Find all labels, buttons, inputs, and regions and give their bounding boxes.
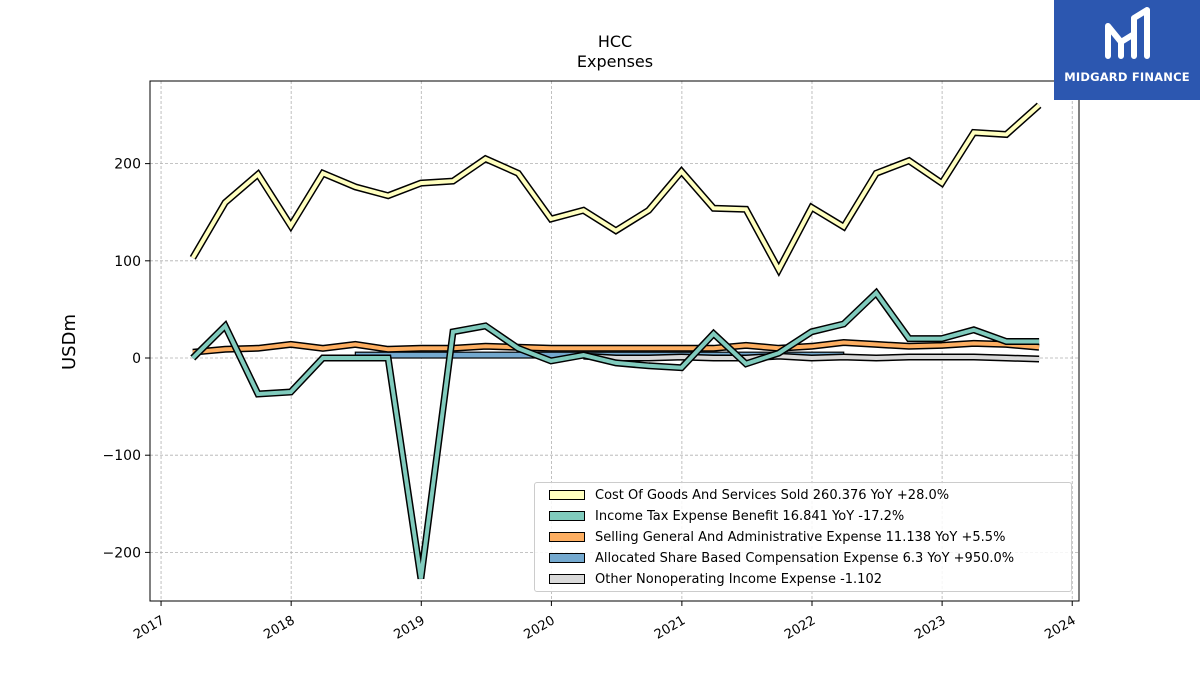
legend-label-share-comp: Allocated Share Based Compensation Expen… <box>595 550 1015 566</box>
legend-label-other-nonop: Other Nonoperating Income Expense -1.102 <box>595 571 882 587</box>
legend-item-share-comp: Allocated Share Based Compensation Expen… <box>549 548 1014 568</box>
legend-label-sga: Selling General And Administrative Expen… <box>595 529 1006 545</box>
x-tick-label: 2021 <box>652 613 688 643</box>
legend-item-other-nonop: Other Nonoperating Income Expense -1.102 <box>549 569 882 589</box>
brand-logo: MIDGARD FINANCE <box>1054 0 1200 100</box>
legend-swatch-income-tax <box>549 511 585 521</box>
x-tick-label: 2024 <box>1042 613 1078 643</box>
chart-title: HCC <box>597 32 633 51</box>
legend-item-income-tax: Income Tax Expense Benefit 16.841 YoY -1… <box>549 506 904 526</box>
series-line-4 <box>583 354 1040 361</box>
series-outline-0 <box>189 102 1042 278</box>
y-tick-label: −200 <box>103 545 141 561</box>
y-axis-label: USDm <box>59 314 80 370</box>
x-tick-label: 2019 <box>391 613 427 643</box>
logo-mark-icon <box>1105 7 1150 59</box>
y-tick-label: 200 <box>114 157 141 173</box>
x-tick-label: 2020 <box>522 613 558 643</box>
x-tick-label: 2017 <box>131 613 167 643</box>
x-tick-label: 2022 <box>782 613 818 643</box>
legend-label-cogs: Cost Of Goods And Services Sold 260.376 … <box>595 487 950 503</box>
legend-item-cogs: Cost Of Goods And Services Sold 260.376 … <box>549 485 949 505</box>
series-line-2 <box>192 340 1040 355</box>
legend-swatch-share-comp <box>549 553 585 563</box>
legend-label-income-tax: Income Tax Expense Benefit 16.841 YoY -1… <box>595 508 905 524</box>
series-line-0 <box>191 103 1041 274</box>
y-tick-label: 100 <box>114 254 141 270</box>
legend-item-sga: Selling General And Administrative Expen… <box>549 527 1005 547</box>
chart-subtitle: Expenses <box>576 52 654 71</box>
legend-swatch-cogs <box>549 490 585 500</box>
legend-swatch-other-nonop <box>549 574 585 584</box>
y-tick-label: 0 <box>132 351 141 367</box>
y-tick-label: −100 <box>103 448 141 464</box>
series-line-1 <box>191 289 1040 579</box>
legend-swatch-sga <box>549 532 585 542</box>
x-tick-label: 2023 <box>912 613 948 643</box>
series-lines <box>189 102 1042 580</box>
x-tick-label: 2018 <box>261 613 297 643</box>
brand-name: MIDGARD FINANCE <box>1064 70 1190 84</box>
plot-frame <box>149 80 1080 602</box>
legend: Cost Of Goods And Services Sold 260.376 … <box>534 482 1072 592</box>
